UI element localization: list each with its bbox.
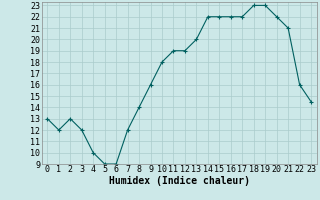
X-axis label: Humidex (Indice chaleur): Humidex (Indice chaleur) bbox=[109, 176, 250, 186]
